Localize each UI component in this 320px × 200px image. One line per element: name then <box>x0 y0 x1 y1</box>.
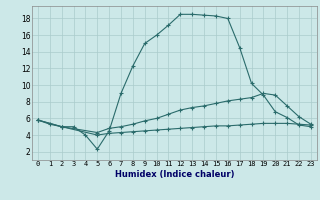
X-axis label: Humidex (Indice chaleur): Humidex (Indice chaleur) <box>115 170 234 179</box>
